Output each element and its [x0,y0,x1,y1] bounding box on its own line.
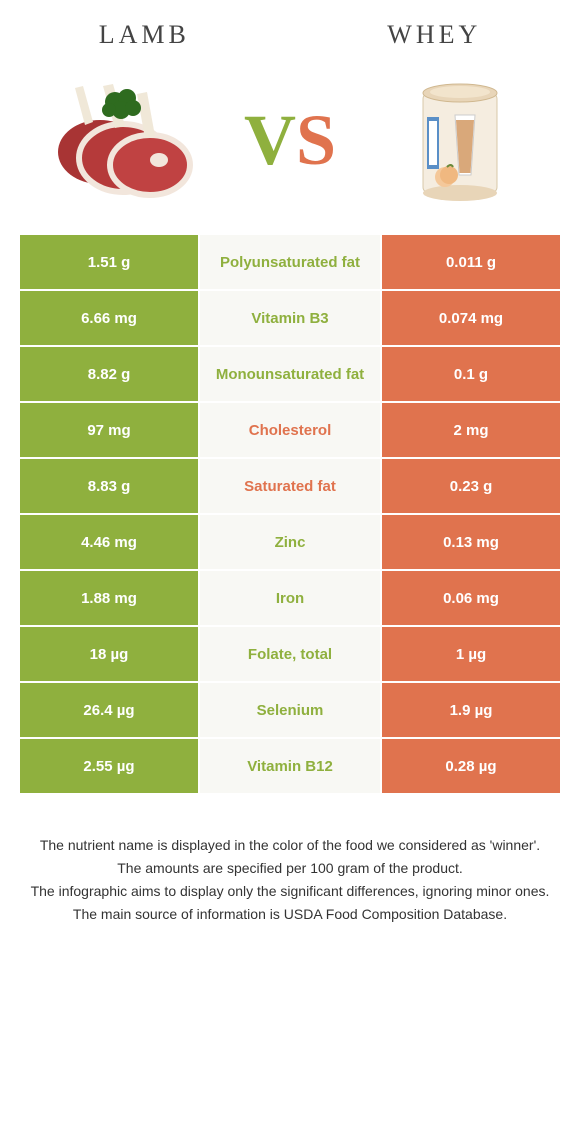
table-row: 18 µgFolate, total1 µg [20,627,560,683]
table-row: 4.46 mgZinc0.13 mg [20,515,560,571]
cell-nutrient-label: Iron [200,571,380,627]
title-right: Whey [387,20,481,50]
cell-left-value: 2.55 µg [20,739,200,795]
header: Lamb Whey [0,0,580,65]
footnote-line: The infographic aims to display only the… [30,881,550,902]
table-row: 6.66 mgVitamin B30.074 mg [20,291,560,347]
lamb-image [45,75,195,205]
cell-nutrient-label: Polyunsaturated fat [200,235,380,291]
table-row: 2.55 µgVitamin B120.28 µg [20,739,560,795]
cell-left-value: 1.88 mg [20,571,200,627]
cell-right-value: 0.13 mg [380,515,560,571]
images-row: VS [0,65,580,235]
cell-left-value: 8.83 g [20,459,200,515]
vs-v: V [244,100,296,180]
table-row: 97 mgCholesterol2 mg [20,403,560,459]
cell-left-value: 1.51 g [20,235,200,291]
nutrient-table: 1.51 gPolyunsaturated fat0.011 g6.66 mgV… [20,235,560,795]
cell-right-value: 0.23 g [380,459,560,515]
cell-nutrient-label: Zinc [200,515,380,571]
cell-nutrient-label: Folate, total [200,627,380,683]
table-row: 8.83 gSaturated fat0.23 g [20,459,560,515]
cell-nutrient-label: Monounsaturated fat [200,347,380,403]
cell-left-value: 26.4 µg [20,683,200,739]
cell-left-value: 8.82 g [20,347,200,403]
cell-right-value: 1 µg [380,627,560,683]
cell-left-value: 6.66 mg [20,291,200,347]
cell-right-value: 0.1 g [380,347,560,403]
cell-left-value: 4.46 mg [20,515,200,571]
cell-right-value: 2 mg [380,403,560,459]
vs-s: S [296,100,336,180]
table-row: 8.82 gMonounsaturated fat0.1 g [20,347,560,403]
title-left: Lamb [99,20,190,50]
cell-right-value: 1.9 µg [380,683,560,739]
cell-nutrient-label: Cholesterol [200,403,380,459]
vs-label: VS [244,99,336,182]
footnote-line: The nutrient name is displayed in the co… [30,835,550,856]
footnote-line: The main source of information is USDA F… [30,904,550,925]
cell-nutrient-label: Saturated fat [200,459,380,515]
whey-image [385,75,535,205]
footnote-line: The amounts are specified per 100 gram o… [30,858,550,879]
cell-nutrient-label: Vitamin B3 [200,291,380,347]
cell-right-value: 0.011 g [380,235,560,291]
cell-left-value: 18 µg [20,627,200,683]
table-row: 26.4 µgSelenium1.9 µg [20,683,560,739]
cell-nutrient-label: Selenium [200,683,380,739]
footnotes: The nutrient name is displayed in the co… [0,795,580,925]
cell-right-value: 0.06 mg [380,571,560,627]
table-row: 1.51 gPolyunsaturated fat0.011 g [20,235,560,291]
table-row: 1.88 mgIron0.06 mg [20,571,560,627]
cell-left-value: 97 mg [20,403,200,459]
cell-right-value: 0.074 mg [380,291,560,347]
cell-right-value: 0.28 µg [380,739,560,795]
cell-nutrient-label: Vitamin B12 [200,739,380,795]
